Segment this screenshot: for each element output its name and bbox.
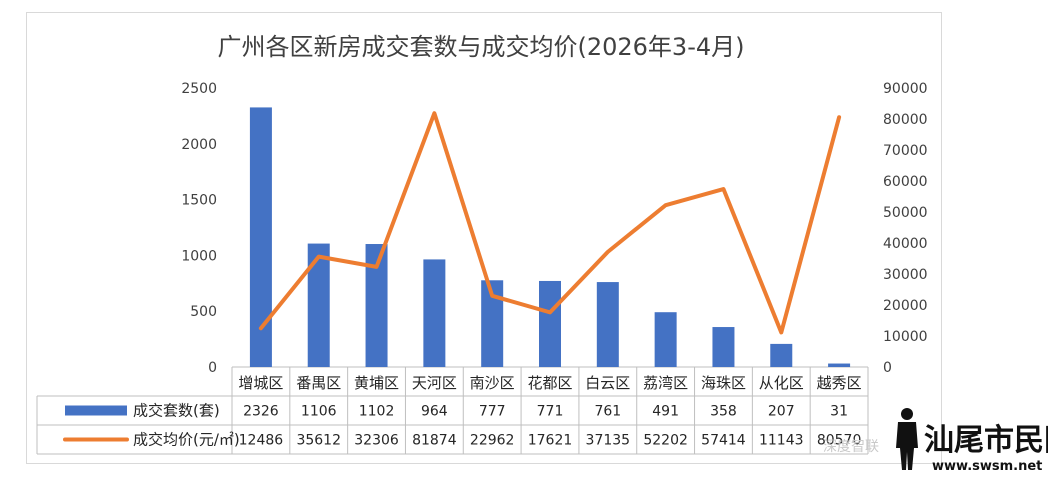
table-cell: 17621 (528, 433, 573, 449)
site-logo: 汕尾市民网 www.swsm.net (896, 408, 1048, 474)
y-right-tick-label: 90000 (883, 81, 928, 97)
bar-花都区 (539, 280, 561, 367)
table-cell: 81874 (412, 433, 457, 449)
person-silhouette-icon (896, 408, 918, 470)
price-point-从化区 (780, 331, 782, 333)
table-cell: 771 (537, 404, 564, 420)
chart-svg: 广州各区新房成交套数与成交均价(2026年3-4月) 0 500 1000 1500 2… (36, 33, 928, 455)
x-category-label: 花都区 (527, 374, 572, 392)
x-category-label: 增城区 (238, 374, 283, 392)
table-cell: 2326 (243, 404, 279, 420)
price-point-荔湾区 (665, 204, 667, 206)
bar-番禺区 (307, 243, 330, 367)
y-right-tick-label: 10000 (883, 329, 928, 345)
bar-南沙区 (481, 280, 504, 367)
table-cell: 1106 (301, 404, 337, 420)
table-cell: 52202 (643, 433, 688, 449)
y-left-tick-label: 2500 (181, 81, 217, 97)
x-category-label: 天河区 (412, 374, 457, 392)
y-right-tick-label: 60000 (883, 174, 928, 190)
table-cell: 358 (710, 404, 737, 420)
chart-title: 广州各区新房成交套数与成交均价(2026年3-4月) (217, 33, 744, 61)
y-right-tick-label: 80000 (883, 112, 928, 128)
price-point-花都区 (549, 311, 551, 313)
logo-name: 汕尾市民网 (924, 423, 1048, 458)
table-cell: 37135 (586, 433, 631, 449)
y-left-tick-label: 2000 (181, 137, 217, 153)
table-cell: 22962 (470, 433, 515, 449)
legend-label: 成交均价(元/㎡) (133, 431, 240, 449)
x-category-label: 从化区 (759, 374, 804, 392)
y-right-tick-label: 70000 (883, 143, 928, 159)
table-cell: 964 (421, 404, 448, 420)
x-category-label: 荔湾区 (643, 374, 688, 392)
x-category-label: 海珠区 (701, 374, 746, 392)
x-category-label: 越秀区 (817, 374, 862, 392)
y-right-tick-label: 50000 (883, 205, 928, 221)
price-point-增城区 (260, 327, 262, 329)
table-cell: 57414 (701, 433, 746, 449)
x-category-label: 白云区 (585, 374, 630, 392)
price-point-白云区 (607, 251, 609, 253)
table-cell: 32306 (354, 433, 399, 449)
logo-url: www.swsm.net (932, 459, 1042, 474)
y-left-tick-label: 1000 (181, 248, 217, 264)
bar-从化区 (770, 343, 793, 367)
y-left-tick-label: 1500 (181, 193, 217, 209)
x-category-label: 南沙区 (470, 374, 515, 392)
y-right-tick-label: 40000 (883, 236, 928, 252)
y-left-tick-label: 500 (190, 304, 217, 320)
bar-黄埔区 (365, 244, 388, 367)
price-point-番禺区 (318, 256, 320, 258)
x-category-label: 黄埔区 (354, 374, 399, 392)
table-cell: 1102 (359, 404, 395, 420)
price-point-越秀区 (838, 116, 840, 118)
x-category-label: 番禺区 (296, 374, 341, 392)
watermark: 深度智联 (823, 439, 879, 455)
legend-bar-swatch (65, 405, 127, 416)
table-cell: 35612 (296, 433, 341, 449)
price-point-黄埔区 (376, 266, 378, 268)
table-cell: 31 (830, 404, 848, 420)
bar-增城区 (249, 107, 272, 368)
y-right-tick-label: 20000 (883, 298, 928, 314)
table-cell: 207 (768, 404, 795, 420)
chart-frame: 广州各区新房成交套数与成交均价(2026年3-4月) 0 500 1000 1500 2… (26, 12, 942, 464)
table-cell: 11143 (759, 433, 804, 449)
legend-label: 成交套数(套) (133, 402, 220, 420)
bar-海珠区 (712, 327, 735, 367)
y-right-tick-label: 0 (883, 360, 892, 376)
bar-白云区 (596, 282, 619, 367)
bar-天河区 (423, 259, 446, 367)
table-cell: 80570 (817, 433, 862, 449)
bar-荔湾区 (654, 312, 677, 367)
table-cell: 491 (652, 404, 679, 420)
y-left-tick-label: 0 (208, 360, 217, 376)
bar-越秀区 (828, 363, 851, 367)
price-point-海珠区 (722, 188, 724, 190)
price-point-天河区 (433, 112, 435, 114)
table-cell: 777 (479, 404, 506, 420)
price-point-南沙区 (491, 295, 493, 297)
table-cell: 12486 (239, 433, 284, 449)
y-right-tick-label: 30000 (883, 267, 928, 283)
table-cell: 761 (594, 404, 621, 420)
